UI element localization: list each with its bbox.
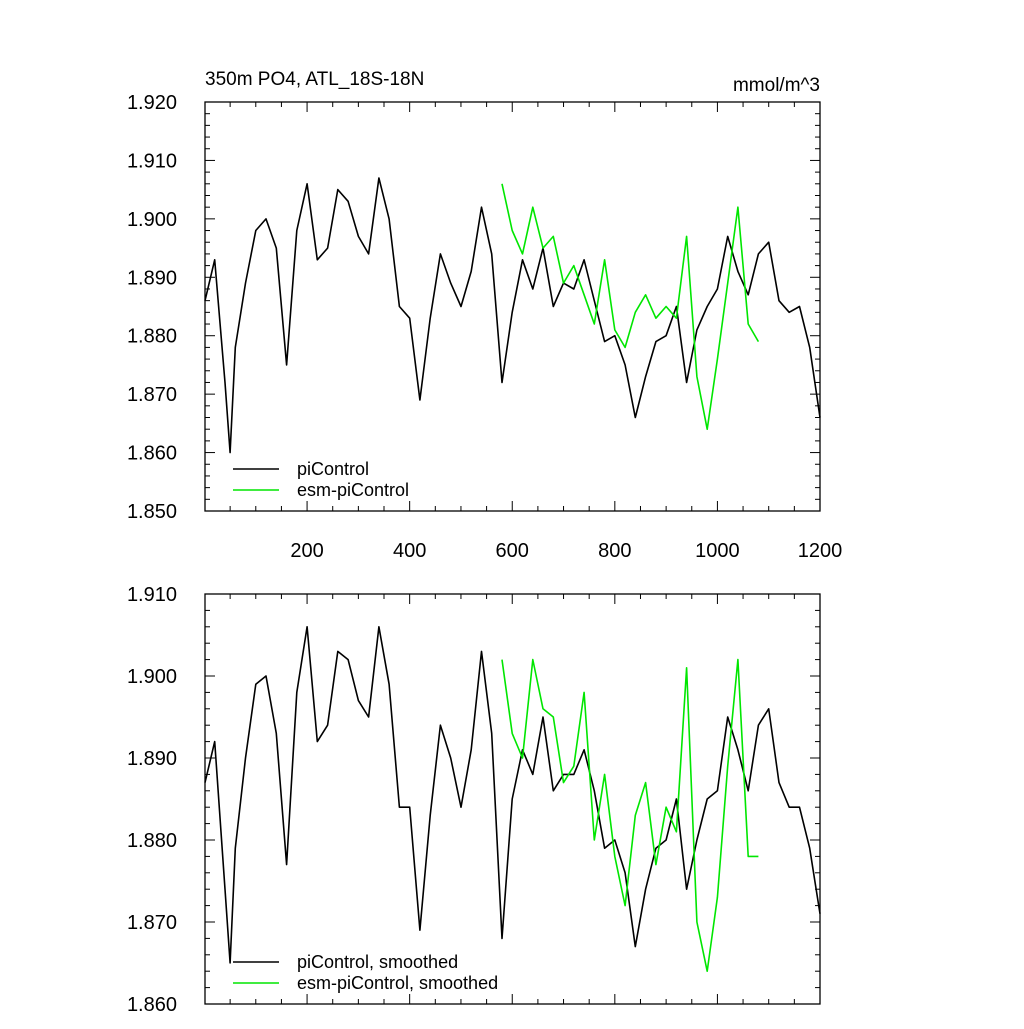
plot-frame	[204, 101, 821, 512]
legend-label-picontrol: piControl	[297, 459, 369, 479]
x-tick-label: 400	[393, 540, 426, 562]
x-tick-label: 200	[290, 540, 323, 562]
legend-label-esm-picontrol: esm-piControl	[297, 480, 409, 500]
x-tick-label: 1000	[695, 540, 740, 562]
y-tick-label: 1.860	[127, 443, 177, 465]
legend-label-esm-picontrol-smoothed: esm-piControl, smoothed	[297, 973, 498, 993]
top-panel: 350m PO4, ATL_18S-18N mmol/m^3 1.850 1.86…	[127, 69, 842, 562]
x-tick-label: 1200	[798, 540, 843, 562]
y-tick-label: 1.850	[127, 501, 177, 523]
y-tick-label: 1.880	[127, 326, 177, 348]
y-tick-label: 1.890	[127, 748, 177, 770]
legend: piControl esm-piControl	[233, 459, 409, 500]
y-tick-label: 1.870	[127, 912, 177, 934]
y-tick-label: 1.910	[127, 150, 177, 172]
y-tick-label: 1.900	[127, 209, 177, 231]
x-tick-label: 600	[496, 540, 529, 562]
plot-frame	[204, 593, 821, 1005]
bottom-panel: 1.860 1.870 1.880 1.890 1.900 1.910 piControl…	[127, 584, 821, 1016]
x-tick-label: 800	[598, 540, 631, 562]
series-line-esm-picontrol-smoothed	[501, 658, 759, 973]
y-tick-label: 1.900	[127, 666, 177, 688]
series-line-esm-picontrol	[501, 183, 760, 431]
series-line-picontrol-smoothed	[204, 625, 821, 964]
y-tick-label: 1.860	[127, 994, 177, 1016]
legend: piControl, smoothed esm-piControl, smoot…	[233, 952, 498, 993]
y-tick-label: 1.920	[127, 92, 177, 114]
legend-label-picontrol-smoothed: piControl, smoothed	[297, 952, 458, 972]
chart-title: 350m PO4, ATL_18S-18N	[205, 69, 424, 90]
series-line-picontrol	[204, 177, 821, 454]
y-tick-label: 1.910	[127, 584, 177, 606]
y-tick-label: 1.890	[127, 267, 177, 289]
y-tick-label: 1.870	[127, 384, 177, 406]
y-tick-label: 1.880	[127, 830, 177, 852]
units-label: mmol/m^3	[733, 75, 820, 96]
